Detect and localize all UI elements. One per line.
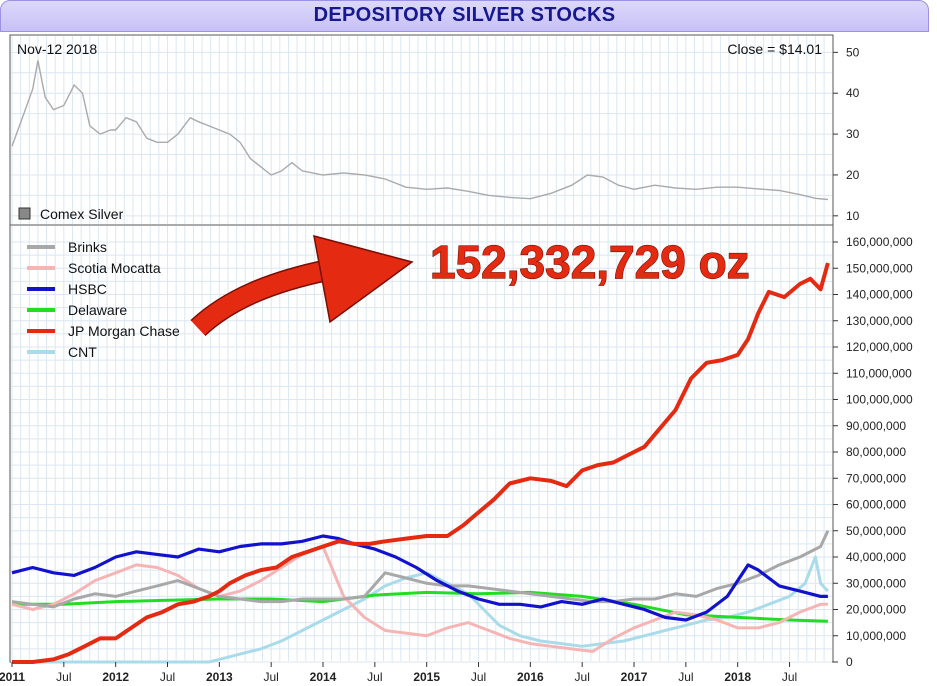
y-tick-label: 0 xyxy=(846,655,853,669)
brinks-series-line xyxy=(11,530,830,609)
x-tick-label: 2015 xyxy=(413,670,440,684)
y-tick-label: 60,000,000 xyxy=(846,498,906,512)
y-tick-label: 160,000,000 xyxy=(846,235,913,249)
y-tick-label: 10 xyxy=(846,209,860,223)
comex-silver-legend-swatch xyxy=(18,207,31,220)
x-tick-label: Jul xyxy=(367,670,382,684)
silver-price-panel xyxy=(9,34,834,226)
x-tick-label: Jul xyxy=(56,670,71,684)
y-tick-label: 10,000,000 xyxy=(846,629,906,643)
legend-label: Brinks xyxy=(68,239,107,255)
annotation-arrow-head xyxy=(313,234,414,324)
x-tick-label: Jul xyxy=(264,670,279,684)
y-tick-label: 140,000,000 xyxy=(846,288,913,302)
legend-label: Scotia Mocatta xyxy=(68,260,161,276)
y-tick-label: 150,000,000 xyxy=(846,261,913,275)
x-tick-label: Jul xyxy=(575,670,590,684)
x-tick-label: 2013 xyxy=(206,670,233,684)
comex-silver-series-line xyxy=(11,60,828,201)
y-tick-label: 80,000,000 xyxy=(846,445,906,459)
x-tick-label: Jul xyxy=(471,670,486,684)
x-tick-label: Jul xyxy=(160,670,175,684)
hsbc-series-line xyxy=(11,534,828,622)
close-label: Close = $14.01 xyxy=(727,41,822,57)
y-tick-label: 100,000,000 xyxy=(846,393,913,407)
scotia-mocatta-series-line xyxy=(11,545,828,653)
y-tick-label: 90,000,000 xyxy=(846,419,906,433)
comex-silver-legend-label: Comex Silver xyxy=(40,206,124,222)
x-tick-label: 2014 xyxy=(310,670,337,684)
x-tick-label: Jul xyxy=(678,670,693,684)
y-tick-label: 30,000,000 xyxy=(846,576,906,590)
x-tick-label: 2011 xyxy=(0,670,25,684)
y-tick-label: 130,000,000 xyxy=(846,314,913,328)
y-tick-label: 50 xyxy=(846,45,860,59)
x-tick-label: Jul xyxy=(782,670,797,684)
y-tick-label: 40 xyxy=(846,86,860,100)
x-tick-label: 2018 xyxy=(724,670,751,684)
legend-label: Delaware xyxy=(68,302,127,318)
legend-label: HSBC xyxy=(68,281,107,297)
y-tick-label: 110,000,000 xyxy=(846,366,912,380)
y-tick-label: 70,000,000 xyxy=(846,471,906,485)
x-tick-label: 2016 xyxy=(517,670,544,684)
annotation-arrow-shaft xyxy=(191,260,330,336)
y-tick-label: 30 xyxy=(846,127,860,141)
y-tick-label: 20 xyxy=(846,168,860,182)
chart-title-bar: DEPOSITORY SILVER STOCKS xyxy=(0,0,929,32)
cnt-series-line xyxy=(12,555,829,664)
y-tick-label: 120,000,000 xyxy=(846,340,913,354)
y-tick-label: 40,000,000 xyxy=(846,550,906,564)
x-tick-label: 2012 xyxy=(102,670,129,684)
x-tick-label: 2017 xyxy=(621,670,648,684)
jp-morgan-chase-series-line xyxy=(12,262,830,664)
legend-label: JP Morgan Chase xyxy=(68,323,180,339)
legend-label: CNT xyxy=(68,344,97,360)
y-tick-label: 20,000,000 xyxy=(846,603,906,617)
stock-total-annotation: 152,332,729 oz xyxy=(430,236,750,288)
date-label: Nov-12 2018 xyxy=(17,41,97,57)
y-tick-label: 50,000,000 xyxy=(846,524,906,538)
chart-title: DEPOSITORY SILVER STOCKS xyxy=(313,4,616,26)
